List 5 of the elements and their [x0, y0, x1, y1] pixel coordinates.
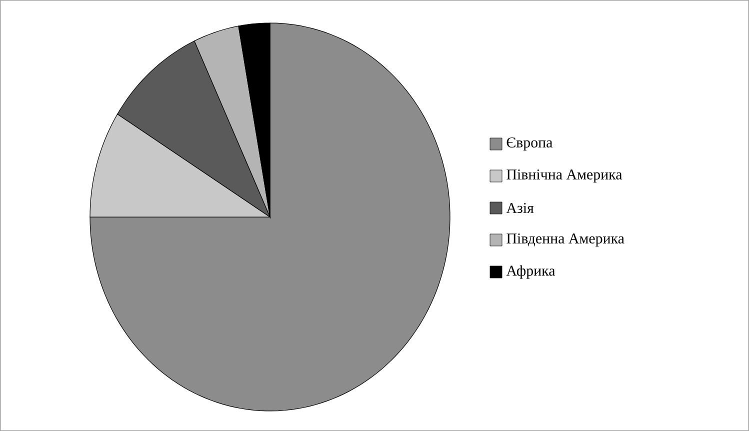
legend-label: Північна Америка: [506, 169, 622, 183]
legend-label: Африка: [506, 265, 556, 279]
legend-label: Європа: [506, 137, 552, 151]
legend-label: Південна Америка: [506, 233, 624, 247]
legend-label: Азія: [506, 202, 534, 214]
